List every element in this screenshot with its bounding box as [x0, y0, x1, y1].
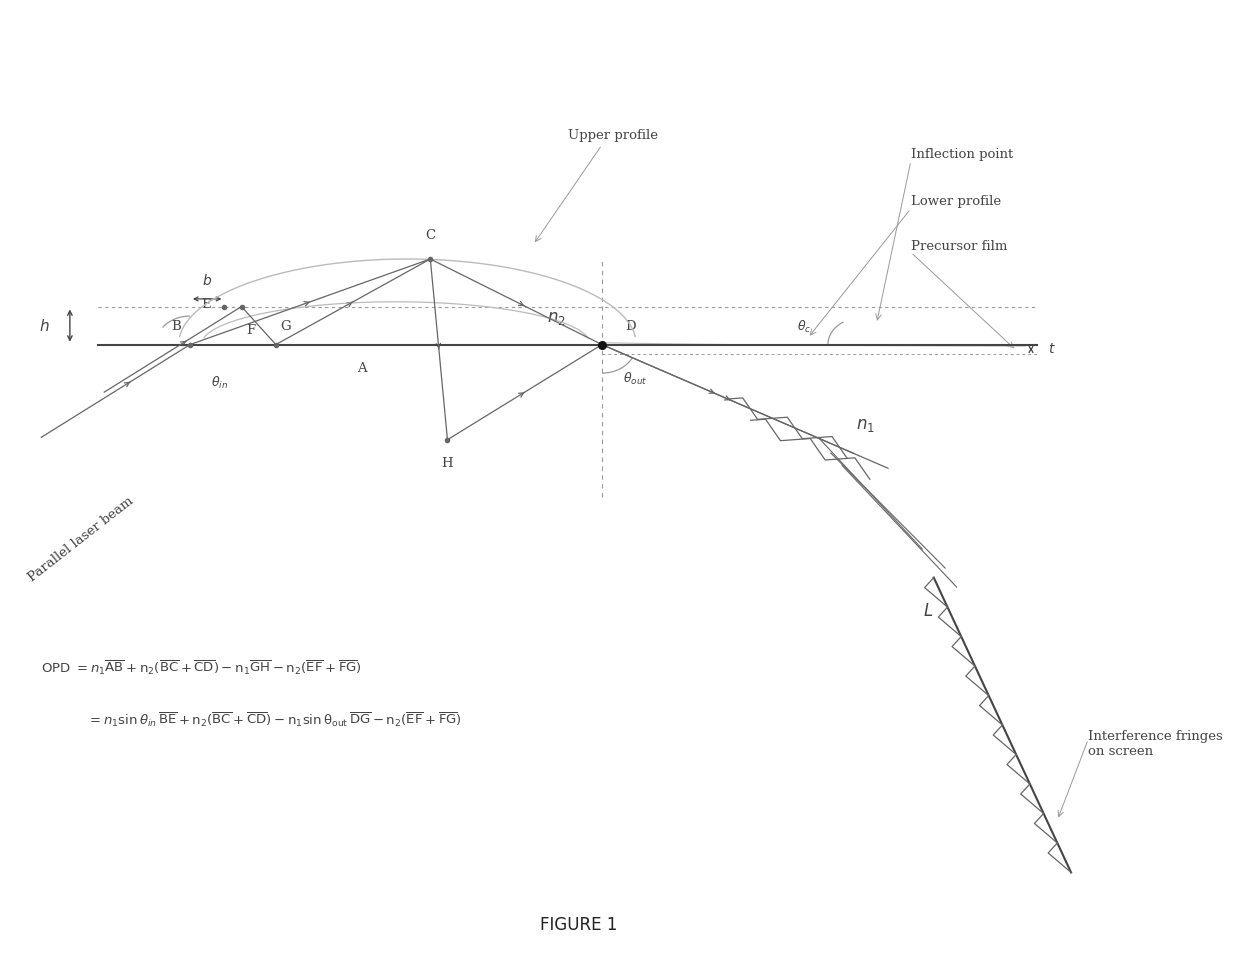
Text: Upper profile: Upper profile — [568, 129, 658, 142]
Text: $t$: $t$ — [1048, 343, 1056, 356]
Text: $= n_1 \sin\theta_{in}\,\overline{\rm BE} + n_2(\overline{\rm BC} + \overline{\r: $= n_1 \sin\theta_{in}\,\overline{\rm BE… — [87, 711, 463, 730]
Text: $\theta_{out}$: $\theta_{out}$ — [622, 372, 647, 387]
Text: $\theta_{in}$: $\theta_{in}$ — [211, 375, 228, 391]
Text: G: G — [280, 320, 291, 333]
Text: Parallel laser beam: Parallel laser beam — [26, 495, 136, 585]
Text: H: H — [441, 456, 454, 470]
Text: A: A — [357, 362, 367, 374]
Text: E: E — [201, 298, 211, 311]
Text: $h$: $h$ — [40, 317, 50, 334]
Text: $L$: $L$ — [923, 602, 934, 620]
Text: Interference fringes
on screen: Interference fringes on screen — [1089, 731, 1223, 758]
Text: $\theta_c$: $\theta_c$ — [797, 319, 811, 335]
Text: D: D — [625, 320, 635, 333]
Text: $b$: $b$ — [202, 272, 212, 288]
Text: C: C — [425, 229, 435, 242]
Text: OPD $= n_1\overline{\rm AB} + n_2(\overline{\rm BC} + \overline{\rm CD}) - n_1\o: OPD $= n_1\overline{\rm AB} + n_2(\overl… — [41, 659, 362, 677]
Text: F: F — [246, 323, 255, 337]
Text: Lower profile: Lower profile — [911, 196, 1001, 208]
Text: Inflection point: Inflection point — [911, 148, 1013, 161]
Text: FIGURE 1: FIGURE 1 — [541, 916, 618, 934]
Text: $n_1$: $n_1$ — [856, 417, 874, 434]
Text: B: B — [171, 320, 181, 333]
Text: $n_2$: $n_2$ — [547, 309, 565, 327]
Text: Precursor film: Precursor film — [911, 240, 1007, 253]
